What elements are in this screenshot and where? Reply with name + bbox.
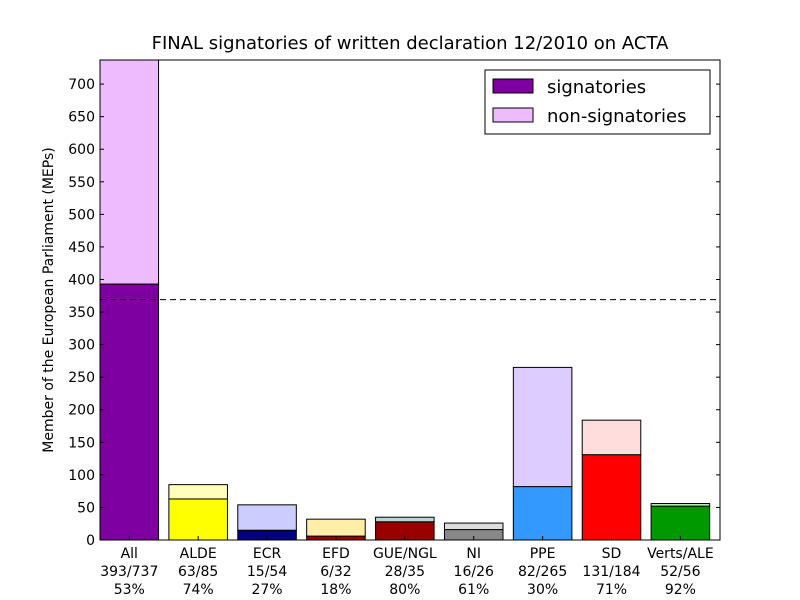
x-tick-label: 92% (665, 582, 696, 598)
bar-efd-non-signatories (306, 518, 366, 537)
x-tick-label: NI (466, 546, 481, 562)
y-tick-label: 650 (68, 110, 95, 126)
y-tick-label: 100 (68, 468, 95, 484)
y-tick-label: 300 (68, 338, 95, 354)
x-tick-label: 27% (251, 582, 282, 598)
y-tick-label: 250 (68, 370, 95, 386)
bar-ni-non-signatories (443, 522, 504, 531)
bar-all-non-signatories (99, 59, 160, 285)
bar-ecr-non-signatories (237, 504, 297, 531)
bar-gue-ngl-non-signatories (375, 516, 435, 523)
x-tick-label: ECR (253, 546, 282, 562)
x-tick-label: EFD (322, 546, 350, 562)
x-tick-label: 15/54 (247, 564, 287, 580)
y-tick-label: 500 (68, 207, 95, 223)
legend-swatch-signatories (492, 78, 534, 94)
y-tick-label: 200 (68, 403, 95, 419)
x-tick-label: 80% (389, 582, 420, 598)
x-tick-label: 74% (183, 582, 214, 598)
bar-verts-ale-signatories (650, 505, 711, 541)
x-tick-label: 16/26 (454, 564, 494, 580)
bar-ppe-non-signatories (512, 366, 573, 488)
y-tick-label: 550 (68, 175, 95, 191)
legend-label-non-signatories: non-signatories (547, 106, 687, 127)
x-tick-label: 71% (596, 582, 627, 598)
x-tick-label: PPE (530, 546, 556, 562)
bar-alde-signatories (168, 498, 228, 541)
bar-alde-non-signatories (168, 484, 228, 500)
x-tick-label: 28/35 (385, 564, 425, 580)
x-tick-label: GUE/NGL (373, 546, 437, 562)
bar-all-signatories (99, 283, 160, 541)
y-tick-label: 50 (77, 500, 95, 516)
legend-swatch-non-signatories (492, 107, 534, 123)
y-tick-label: 350 (68, 305, 95, 321)
x-tick-label: 53% (114, 582, 145, 598)
x-tick-label: 18% (320, 582, 351, 598)
bar-ppe-signatories (512, 486, 573, 541)
y-tick-label: 450 (68, 240, 95, 256)
y-tick-label: 150 (68, 435, 95, 451)
y-tick-label: 0 (86, 533, 95, 549)
chart-title: FINAL signatories of written declaration… (152, 33, 669, 54)
legend-label-signatories: signatories (547, 77, 646, 98)
x-tick-label: 6/32 (320, 564, 351, 580)
x-tick-label: 61% (458, 582, 489, 598)
x-tick-label: 52/56 (660, 564, 700, 580)
y-tick-label: 600 (68, 142, 95, 158)
x-tick-label: 131/184 (582, 564, 640, 580)
x-tick-label: 82/265 (518, 564, 567, 580)
x-tick-label: 30% (527, 582, 558, 598)
bar-sd-non-signatories (581, 419, 642, 456)
x-tick-label: ALDE (180, 546, 217, 562)
x-tick-label: 63/85 (178, 564, 218, 580)
x-tick-label: SD (602, 546, 622, 562)
y-axis-label: Member of the European Parliament (MEPs) (41, 147, 57, 452)
bar-verts-ale-non-signatories (650, 503, 711, 507)
legend: signatories non-signatories (484, 69, 711, 135)
x-tick-label: 393/737 (100, 564, 158, 580)
x-tick-label: Verts/ALE (647, 546, 714, 562)
y-tick-label: 400 (68, 272, 95, 288)
plot-frame (99, 59, 721, 541)
x-tick-label: All (121, 546, 138, 562)
bar-sd-signatories (581, 454, 642, 541)
y-tick-label: 700 (68, 77, 95, 93)
